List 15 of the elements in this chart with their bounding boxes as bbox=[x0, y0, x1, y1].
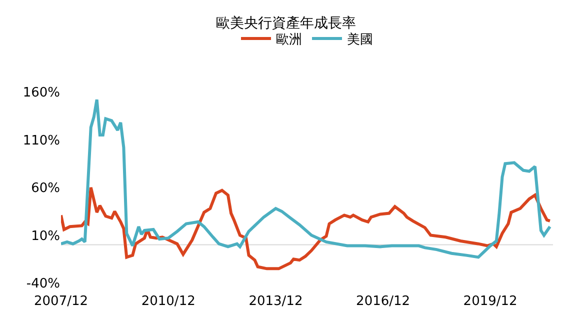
x-tick-label: 2010/12 bbox=[141, 294, 196, 309]
legend-label: 美國 bbox=[347, 32, 373, 48]
y-tick-label: 160% bbox=[22, 86, 60, 101]
chart-title: 歐美央行資產年成長率 bbox=[216, 15, 356, 32]
line-series bbox=[61, 98, 552, 259]
y-tick-label: 110% bbox=[22, 133, 60, 148]
line-series bbox=[61, 186, 552, 270]
x-tick-label: 2007/12 bbox=[34, 294, 88, 309]
x-tick-label: 2019/12 bbox=[463, 294, 518, 309]
y-tick-label: 60% bbox=[31, 181, 60, 196]
y-tick-label: 10% bbox=[31, 228, 60, 244]
legend-label: 歐洲 bbox=[276, 32, 302, 48]
y-tick-label: -40% bbox=[26, 276, 60, 292]
x-tick-label: 2013/12 bbox=[248, 294, 303, 309]
x-tick-label: 2016/12 bbox=[356, 294, 410, 309]
